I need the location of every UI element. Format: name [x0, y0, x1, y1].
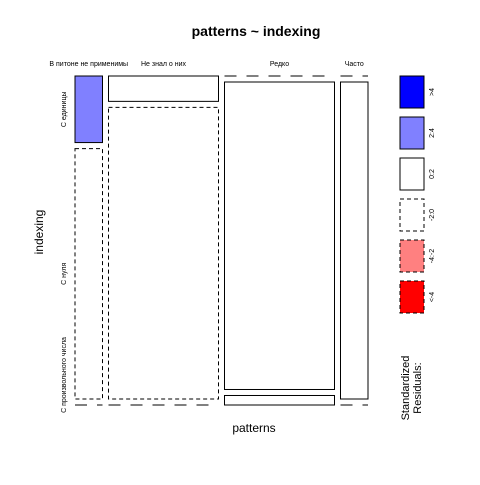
- mosaic-cell: [108, 75, 219, 102]
- mosaic-cell: [74, 75, 103, 144]
- mosaic-cell: [224, 394, 335, 406]
- mosaic-cell: [340, 81, 369, 400]
- x-category-label: В питоне не применимы: [49, 61, 128, 68]
- y-category-label: С нуля: [61, 263, 68, 285]
- legend-title: Standardized: [400, 356, 412, 421]
- legend-label: <-4: [429, 292, 436, 302]
- x-axis-title: patterns: [232, 421, 275, 435]
- mosaic-cell: [74, 148, 103, 400]
- legend-swatch: [399, 75, 425, 109]
- legend-swatch: [399, 239, 425, 273]
- legend: >4 2:4 0:2 -2:0 -4:-2 <-4 Standardized Residual…: [399, 75, 436, 421]
- legend-swatch: [399, 280, 425, 314]
- y-category-label: С единицы: [61, 92, 68, 128]
- x-category-label: Редко: [270, 61, 289, 68]
- legend-label: >4: [429, 88, 436, 96]
- legend-swatch: [399, 116, 425, 150]
- mosaic-cell: [224, 81, 335, 390]
- chart-title: patterns ~ indexing: [192, 23, 321, 39]
- legend-label: 2:4: [429, 128, 436, 138]
- legend-swatch: [399, 198, 425, 232]
- legend-label: -4:-2: [429, 249, 436, 264]
- y-category-label: С произвольного числа: [61, 337, 68, 413]
- x-category-label: Часто: [345, 61, 364, 68]
- x-category-label: Не знал о них: [141, 61, 187, 68]
- category-labels: В питоне не применимы Не знал о них Редко Ч…: [49, 61, 363, 413]
- y-axis-title: indexing: [32, 210, 46, 255]
- mosaic-cells: [74, 75, 369, 406]
- legend-swatch: [399, 157, 425, 191]
- mosaic-cell: [108, 106, 219, 400]
- legend-label: 0:2: [429, 169, 436, 179]
- legend-title: Residuals:: [412, 362, 424, 413]
- legend-label: -2:0: [429, 209, 436, 221]
